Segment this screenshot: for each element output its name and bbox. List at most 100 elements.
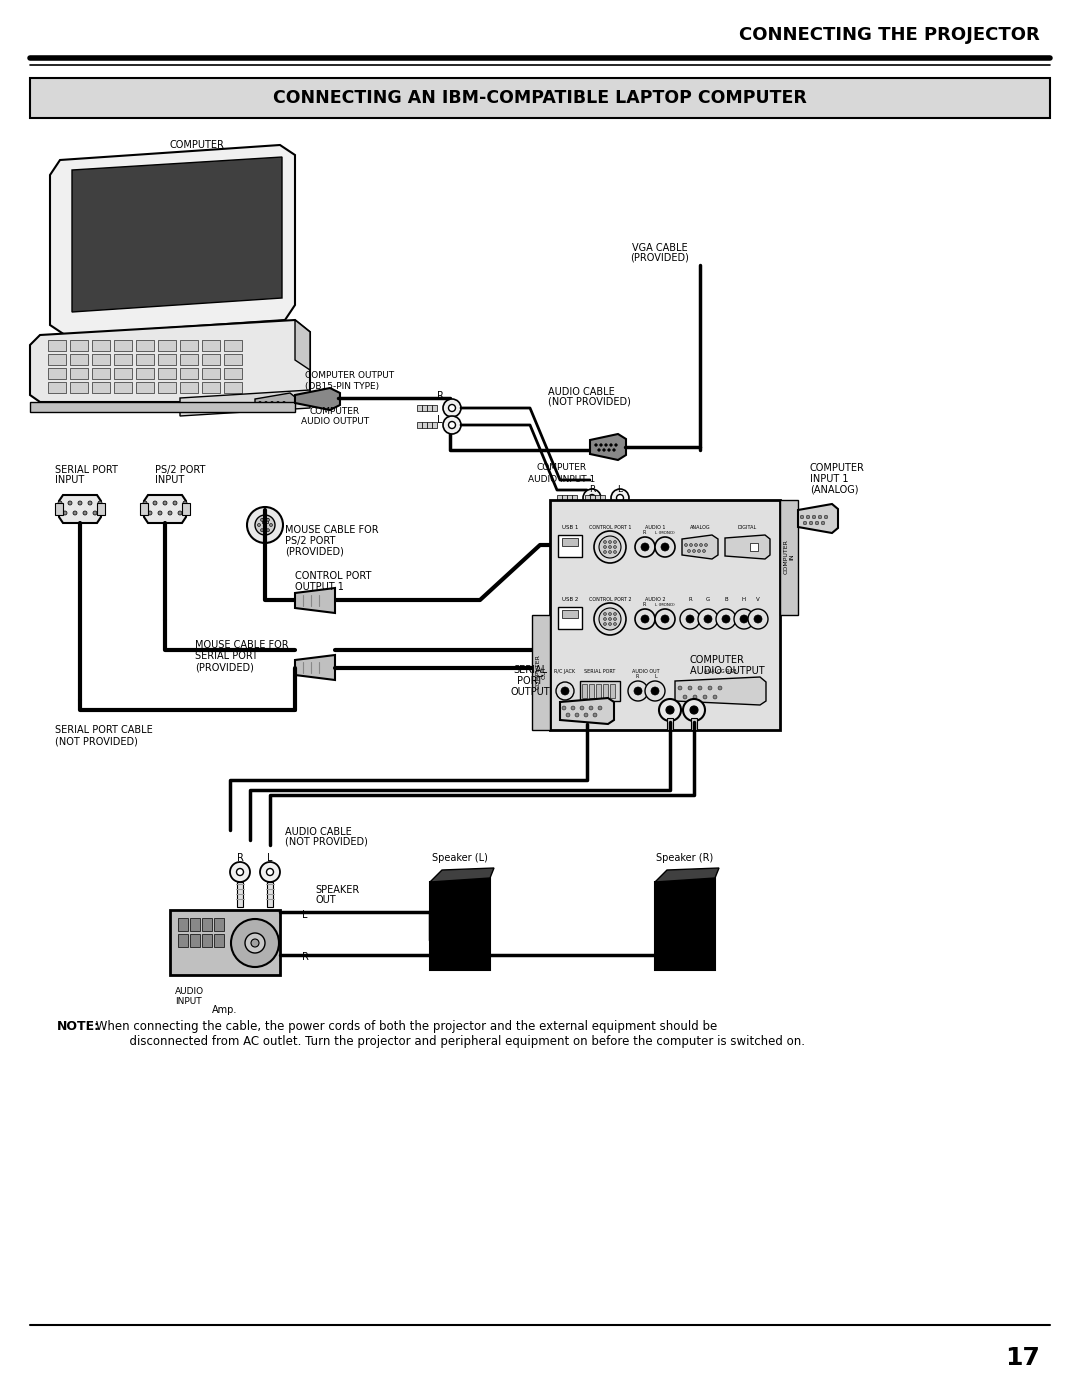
Bar (427, 422, 432, 427)
Circle shape (704, 543, 707, 546)
Bar (202, 935, 212, 947)
Circle shape (98, 502, 102, 504)
Bar (70, 339, 87, 351)
Circle shape (561, 687, 569, 694)
Bar (178, 935, 188, 947)
Text: COMPUTER
OUT: COMPUTER OUT (536, 655, 546, 690)
Text: SERIAL: SERIAL (513, 665, 548, 675)
Text: SERIAL PORT: SERIAL PORT (195, 651, 258, 661)
Circle shape (276, 401, 280, 405)
Circle shape (698, 549, 701, 552)
Circle shape (247, 507, 283, 543)
Circle shape (704, 615, 712, 623)
Text: CONNECTING AN IBM-COMPATIBLE LAPTOP COMPUTER: CONNECTING AN IBM-COMPATIBLE LAPTOP COMP… (273, 89, 807, 108)
Circle shape (635, 536, 654, 557)
Text: OUTPUT: OUTPUT (510, 687, 550, 697)
Bar (200, 402, 210, 409)
Bar (214, 918, 224, 930)
Bar (422, 405, 427, 411)
Circle shape (594, 531, 626, 563)
Text: CONNECTING THE PROJECTOR: CONNECTING THE PROJECTOR (739, 27, 1040, 43)
Circle shape (718, 686, 723, 690)
Text: B: B (725, 597, 728, 602)
Text: AUDIO CABLE: AUDIO CABLE (285, 827, 352, 837)
Bar (180, 381, 198, 393)
Polygon shape (59, 495, 102, 522)
Circle shape (556, 682, 573, 700)
Bar (48, 339, 66, 351)
Circle shape (809, 521, 813, 525)
Circle shape (700, 543, 702, 546)
Circle shape (68, 502, 72, 504)
Circle shape (608, 550, 611, 553)
Text: SPEAKER: SPEAKER (315, 886, 360, 895)
Text: (DB15-PIN TYPE): (DB15-PIN TYPE) (305, 381, 379, 391)
Text: V: V (756, 597, 760, 602)
Bar (190, 935, 200, 947)
Polygon shape (255, 393, 295, 411)
Text: L (MONO): L (MONO) (656, 604, 675, 608)
Circle shape (611, 489, 629, 507)
Circle shape (270, 401, 273, 405)
Bar (92, 339, 110, 351)
Polygon shape (430, 877, 490, 970)
Text: R: R (589, 486, 595, 495)
Text: COMPUTER: COMPUTER (170, 140, 225, 149)
Text: AUDIO INPUT 1: AUDIO INPUT 1 (528, 475, 596, 483)
Circle shape (237, 869, 243, 876)
Bar (224, 339, 242, 351)
Circle shape (593, 712, 597, 717)
Text: (PROVIDED): (PROVIDED) (195, 662, 254, 672)
Polygon shape (72, 156, 282, 312)
Circle shape (651, 687, 659, 694)
Bar (114, 339, 132, 351)
Bar (224, 381, 242, 393)
Circle shape (594, 604, 626, 636)
Text: MOUSE CABLE FOR: MOUSE CABLE FOR (285, 525, 379, 535)
Polygon shape (798, 504, 838, 534)
Text: R: R (643, 529, 646, 535)
Text: R: R (301, 951, 309, 963)
Circle shape (571, 705, 575, 710)
Circle shape (283, 401, 285, 405)
Polygon shape (180, 390, 310, 416)
Bar (417, 422, 422, 427)
Bar (432, 405, 437, 411)
Bar (180, 367, 198, 379)
Circle shape (158, 511, 162, 515)
Circle shape (666, 705, 674, 714)
Circle shape (599, 444, 603, 446)
Bar (48, 367, 66, 379)
Text: COMPUTER: COMPUTER (310, 408, 360, 416)
Bar (114, 367, 132, 379)
Text: CONTROL PORT 1: CONTROL PORT 1 (589, 525, 631, 529)
Bar (180, 339, 198, 351)
Circle shape (693, 694, 697, 698)
Text: L: L (618, 486, 622, 495)
Circle shape (598, 705, 602, 710)
Circle shape (608, 448, 610, 451)
Bar (562, 538, 578, 546)
Bar (140, 503, 148, 515)
Circle shape (713, 694, 717, 698)
Bar (70, 381, 87, 393)
Circle shape (615, 444, 618, 446)
Circle shape (268, 405, 270, 408)
Polygon shape (144, 495, 186, 522)
Circle shape (613, 617, 617, 620)
Bar (750, 543, 758, 550)
Text: AUDIO 2: AUDIO 2 (645, 597, 665, 602)
Circle shape (267, 869, 273, 876)
Circle shape (443, 400, 461, 416)
Circle shape (685, 543, 688, 546)
Circle shape (635, 609, 654, 629)
Circle shape (273, 405, 276, 408)
Circle shape (231, 919, 279, 967)
Bar (603, 685, 608, 698)
Circle shape (267, 528, 270, 532)
Text: COMPUTER: COMPUTER (810, 462, 865, 474)
Text: R: R (688, 597, 692, 602)
Bar (214, 935, 224, 947)
Circle shape (608, 623, 611, 626)
Text: R: R (635, 673, 638, 679)
